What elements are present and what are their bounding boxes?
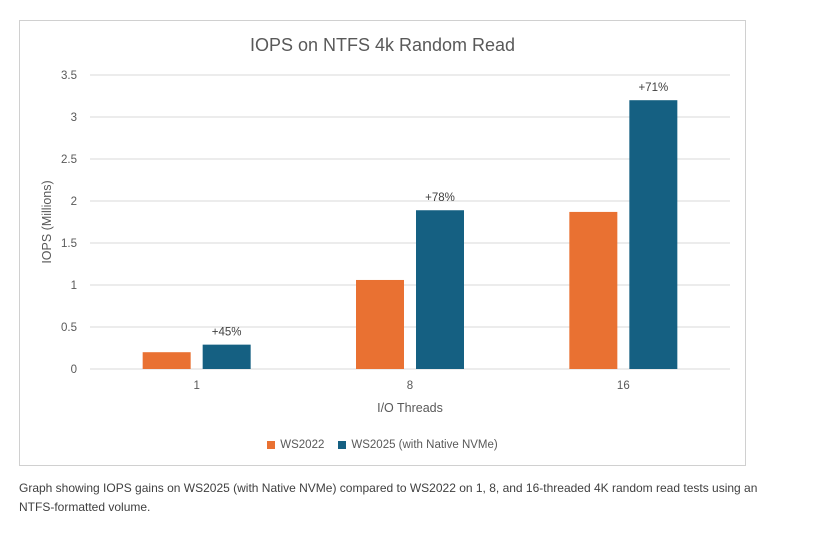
bar-ws2025 xyxy=(202,344,251,369)
data-label: +78% xyxy=(425,192,455,204)
chart-caption: Graph showing IOPS gains on WS2025 (with… xyxy=(19,481,758,514)
x-tick-label: 8 xyxy=(407,380,413,392)
y-tick-label: 3.5 xyxy=(61,70,77,82)
legend-item-ws2022: WS2022 xyxy=(267,439,324,451)
legend-item-ws2025: WS2025 (with Native NVMe) xyxy=(338,439,498,451)
y-tick-label: 0.5 xyxy=(61,322,77,334)
bar-ws2022 xyxy=(142,352,191,369)
y-tick-label: 1 xyxy=(71,280,77,292)
y-tick-label: 2 xyxy=(71,196,77,208)
chart-title: IOPS on NTFS 4k Random Read xyxy=(249,35,516,55)
chart-frame: IOPS on NTFS 4k Random Read 0 0.5 1 1.5 2 2.5… xyxy=(19,20,746,466)
legend-swatch-ws2025 xyxy=(338,441,347,449)
bar-ws2022 xyxy=(356,279,404,369)
legend-label-ws2025: WS2025 (with Native NVMe) xyxy=(351,439,498,451)
bar-ws2022 xyxy=(569,211,618,369)
data-label: +71% xyxy=(638,82,668,94)
y-tick-label: 3 xyxy=(71,112,77,124)
data-label: +45% xyxy=(212,327,242,339)
y-tick-label: 0 xyxy=(71,364,77,376)
bar-ws2025 xyxy=(629,100,678,369)
x-tick-label: 16 xyxy=(617,380,630,392)
x-tick-label: 1 xyxy=(193,380,199,392)
legend-label-ws2022: WS2022 xyxy=(280,439,325,451)
y-axis-title: IOPS (Millions) xyxy=(40,180,54,263)
bar-chart-plot: 0 0.5 1 1.5 2 2.5 3 3.5 +45% 1 +78% 8 +71% 16 I/O Thre… xyxy=(40,70,730,415)
y-tick-label: 1.5 xyxy=(61,238,77,250)
chart-legend: WS2022 WS2025 (with Native NVMe) xyxy=(20,439,745,451)
bar-ws2025 xyxy=(416,210,464,369)
x-axis-title: I/O Threads xyxy=(377,401,443,415)
y-tick-label: 2.5 xyxy=(61,154,77,166)
legend-swatch-ws2022 xyxy=(267,441,276,449)
